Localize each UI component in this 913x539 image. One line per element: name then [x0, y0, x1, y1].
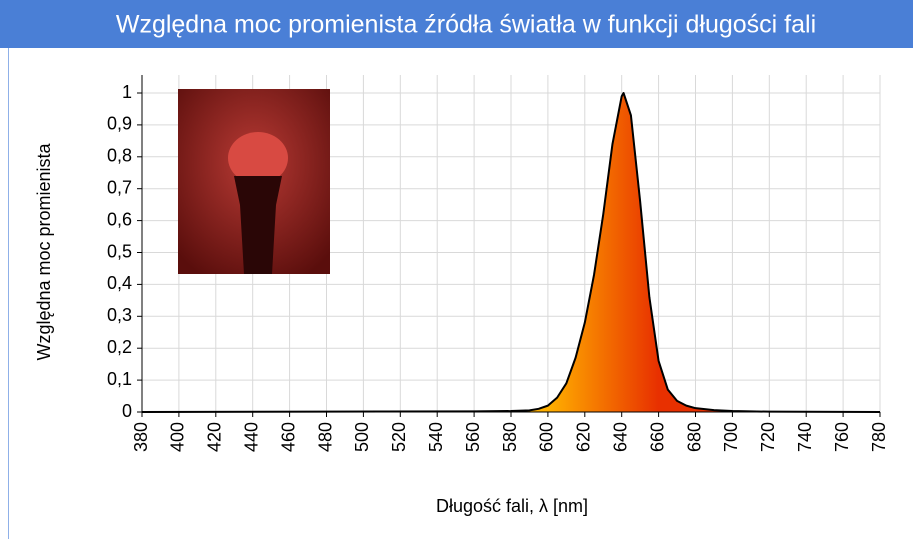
- y-tick-label: 0,6: [107, 209, 132, 229]
- y-tick-label: 0,8: [107, 146, 132, 166]
- x-tick-label: 700: [721, 422, 741, 452]
- y-tick-label: 0: [122, 401, 132, 421]
- x-tick-label: 460: [278, 422, 298, 452]
- x-tick-label: 420: [205, 422, 225, 452]
- y-tick-label: 0,4: [107, 273, 132, 293]
- x-tick-label: 500: [352, 422, 372, 452]
- x-tick-label: 660: [647, 422, 667, 452]
- x-tick-label: 380: [131, 422, 151, 452]
- chart: Względna moc promienista źródła światła …: [0, 0, 913, 539]
- x-tick-label: 560: [463, 422, 483, 452]
- y-tick-label: 0,1: [107, 369, 132, 389]
- x-tick-label: 720: [758, 422, 778, 452]
- y-tick-label: 1: [122, 82, 132, 102]
- x-tick-label: 740: [795, 422, 815, 452]
- x-axis-label: Długość fali, λ [nm]: [436, 496, 588, 516]
- x-tick-label: 640: [610, 422, 630, 452]
- x-tick-label: 520: [389, 422, 409, 452]
- y-tick-label: 0,5: [107, 241, 132, 261]
- x-tick-label: 480: [315, 422, 335, 452]
- bulb-photo: [178, 89, 330, 274]
- x-tick-label: 600: [537, 422, 557, 452]
- x-tick-label: 620: [574, 422, 594, 452]
- y-tick-label: 0,2: [107, 337, 132, 357]
- x-tick-label: 580: [500, 422, 520, 452]
- x-tick-label: 440: [241, 422, 261, 452]
- chart-title: Względna moc promienista źródła światła …: [116, 11, 816, 39]
- x-tick-label: 400: [168, 422, 188, 452]
- y-tick-label: 0,7: [107, 177, 132, 197]
- y-tick-label: 0,9: [107, 114, 132, 134]
- x-tick-label: 760: [832, 422, 852, 452]
- x-tick-label: 540: [426, 422, 446, 452]
- y-axis-label: Względna moc promienista: [34, 142, 54, 360]
- x-tick-label: 680: [684, 422, 704, 452]
- y-tick-label: 0,3: [107, 305, 132, 325]
- x-tick-label: 780: [869, 422, 889, 452]
